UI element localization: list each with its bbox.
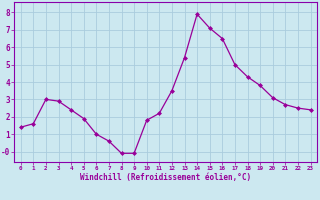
- X-axis label: Windchill (Refroidissement éolien,°C): Windchill (Refroidissement éolien,°C): [80, 173, 251, 182]
